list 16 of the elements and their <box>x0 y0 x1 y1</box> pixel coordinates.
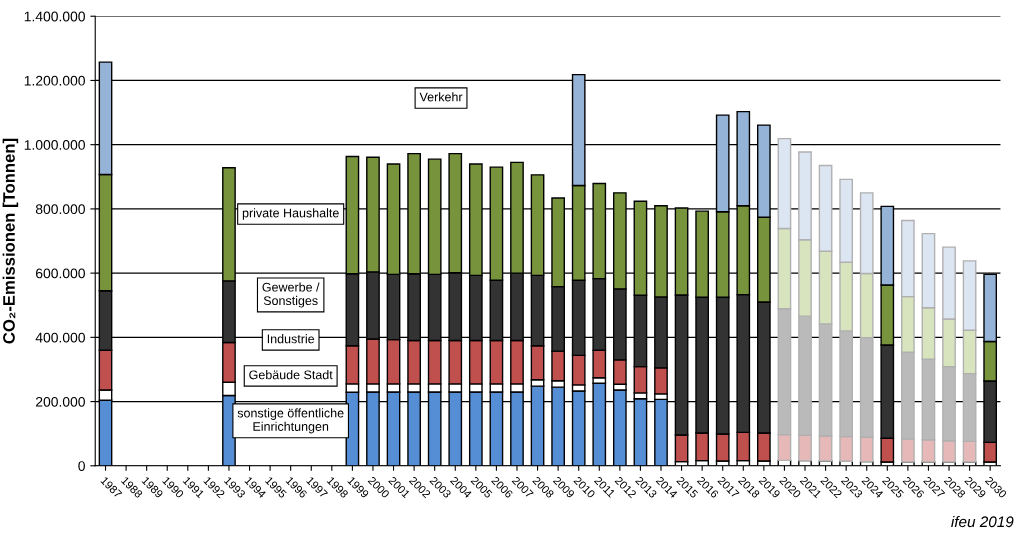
y-tick-label: 1.400.000 <box>24 11 85 22</box>
series-label: Gebäude Stadt <box>249 370 333 380</box>
y-tick-label: 400.000 <box>35 332 85 343</box>
series-label: private Haushalte <box>242 208 339 220</box>
y-tick-label: 1.200.000 <box>24 75 85 86</box>
y-tick-label: 0 <box>78 461 85 471</box>
y-axis-title: CO₂-Emissionen [Tonnen] <box>2 138 19 344</box>
y-tick-label: 1.000.000 <box>24 140 85 150</box>
y-tick-label: 800.000 <box>35 204 85 215</box>
y-tick-label: 200.000 <box>36 396 85 407</box>
series-label: sonstige öffentliche Einrichtungen <box>237 408 344 434</box>
text: Industrie <box>267 334 315 344</box>
y-tick-label: 600.000 <box>36 268 85 279</box>
text: Gewerbe / Sonstiges <box>262 282 320 308</box>
text: ifeu 2019 <box>951 515 1014 528</box>
text: Verkehr <box>419 92 463 102</box>
